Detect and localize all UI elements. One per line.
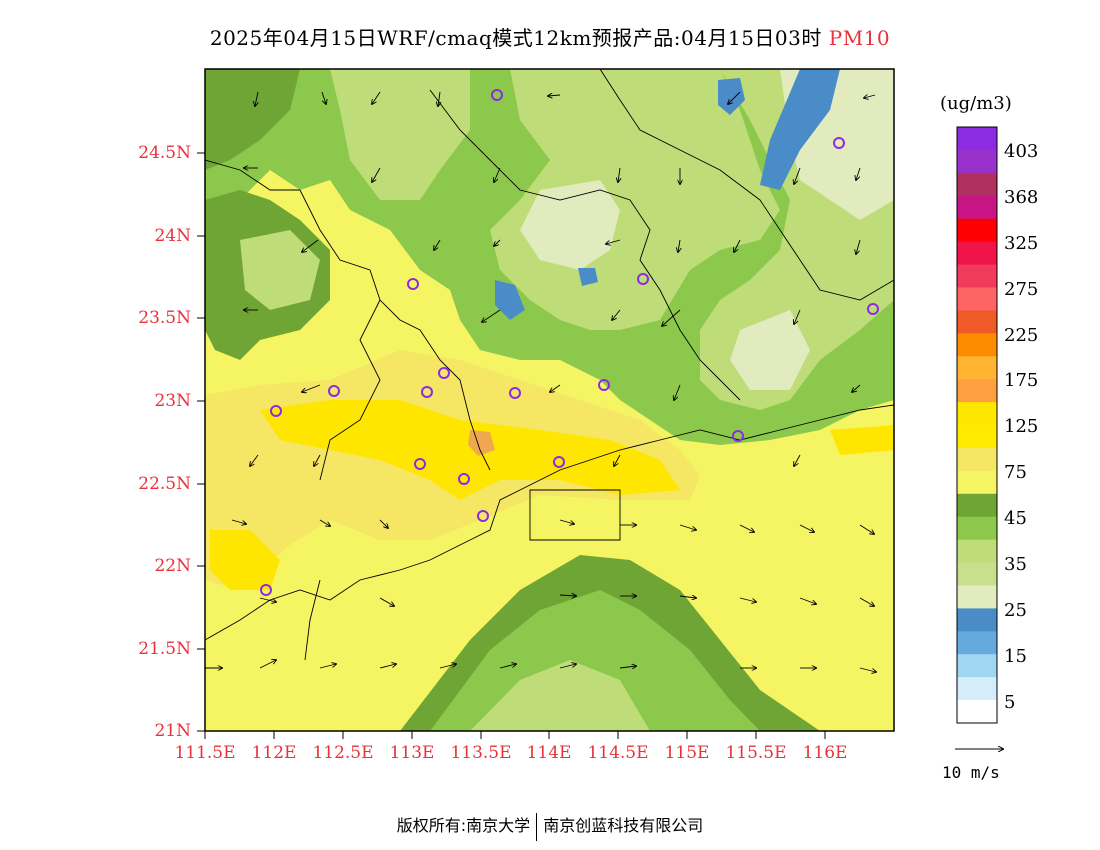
station-markers [260,89,879,596]
colorbar-swatch [957,447,997,472]
colorbar-label: 275 [1004,279,1039,300]
colorbar-swatch [957,264,997,288]
colorbar-swatch [957,356,997,380]
boundaries [205,69,894,661]
colorbar-label: 35 [1004,554,1027,575]
colorbar-label: 325 [1004,233,1039,254]
colorbar-swatch [957,287,997,311]
footer-separator [536,812,538,841]
colorbar-swatch [957,631,997,655]
colorbar-swatch [957,608,997,632]
colorbar-swatch [957,149,997,174]
lon-label: 116E [802,743,848,763]
lon-label: 114.5E [587,743,649,763]
lat-label: 22.5N [138,474,191,494]
lon-label: 111.5E [174,743,236,763]
colorbar-swatch [957,218,997,243]
colorbar-label: 45 [1004,508,1027,529]
colorbar-swatch [957,379,997,403]
colorbar-label: 15 [1004,646,1027,667]
colorbar-swatch [957,677,997,701]
lon-label: 115.5E [725,743,787,763]
colorbar-swatch [957,333,997,357]
lon-label: 112E [251,743,297,763]
colorbar-swatch [957,654,997,678]
colorbar-label: 225 [1004,325,1039,346]
colorbar-swatch [957,470,997,495]
colorbar-label: 75 [1004,462,1027,483]
lat-label: 22N [154,556,191,576]
lat-label: 23.5N [138,308,191,328]
colorbar-frame [956,126,998,724]
colorbar-label: 175 [1004,370,1039,391]
footer-right: 南京创蓝科技有限公司 [543,816,704,835]
lon-label: 113.5E [450,743,512,763]
colorbar-swatch [957,195,997,220]
pm10-field [205,69,894,731]
colorbar-swatch [957,493,997,518]
lat-label: 24N [154,226,191,246]
colorbar-swatch [957,562,997,586]
colorbar-label: 25 [1004,600,1027,621]
colorbar-swatch [957,700,997,724]
lat-label: 21.5N [138,639,191,659]
colorbar-label: 368 [1004,187,1039,208]
colorbar-label: 125 [1004,416,1039,437]
axis-ticks [197,152,826,739]
colorbar-swatch [957,425,997,449]
title-variable: PM10 [828,26,891,50]
colorbar-swatch [957,310,997,334]
colorbar-swatch [957,241,997,266]
colorbar-swatch [957,127,997,151]
colorbar-swatch [957,516,997,541]
colorbar-swatch [957,172,997,197]
map-title: 2025年04月15日WRF/cmaq模式12km预报产品:04月15日03时 … [0,22,1100,51]
colorbar [957,127,997,724]
lon-label: 115E [664,743,710,763]
colorbar-label: 403 [1004,141,1039,162]
lat-label: 24.5N [138,143,191,163]
wind-legend-label: 10 m/s [942,763,1000,782]
colorbar-swatch [957,402,997,426]
lon-label: 112.5E [312,743,374,763]
title-main: 2025年04月15日WRF/cmaq模式12km预报产品:04月15日03时 [209,26,822,50]
colorbar-unit: (ug/m3) [940,93,1012,114]
lat-label: 23N [154,391,191,411]
lon-label: 113E [389,743,435,763]
colorbar-label: 5 [1004,692,1016,713]
lon-label: 114E [526,743,572,763]
footer: 版权所有:南京大学 南京创蓝科技有限公司 [0,812,1100,841]
footer-left: 版权所有:南京大学 [396,816,531,835]
colorbar-swatch [957,585,997,609]
colorbar-swatch [957,539,997,564]
lat-label: 21N [154,721,191,741]
wind-vectors [205,91,876,672]
